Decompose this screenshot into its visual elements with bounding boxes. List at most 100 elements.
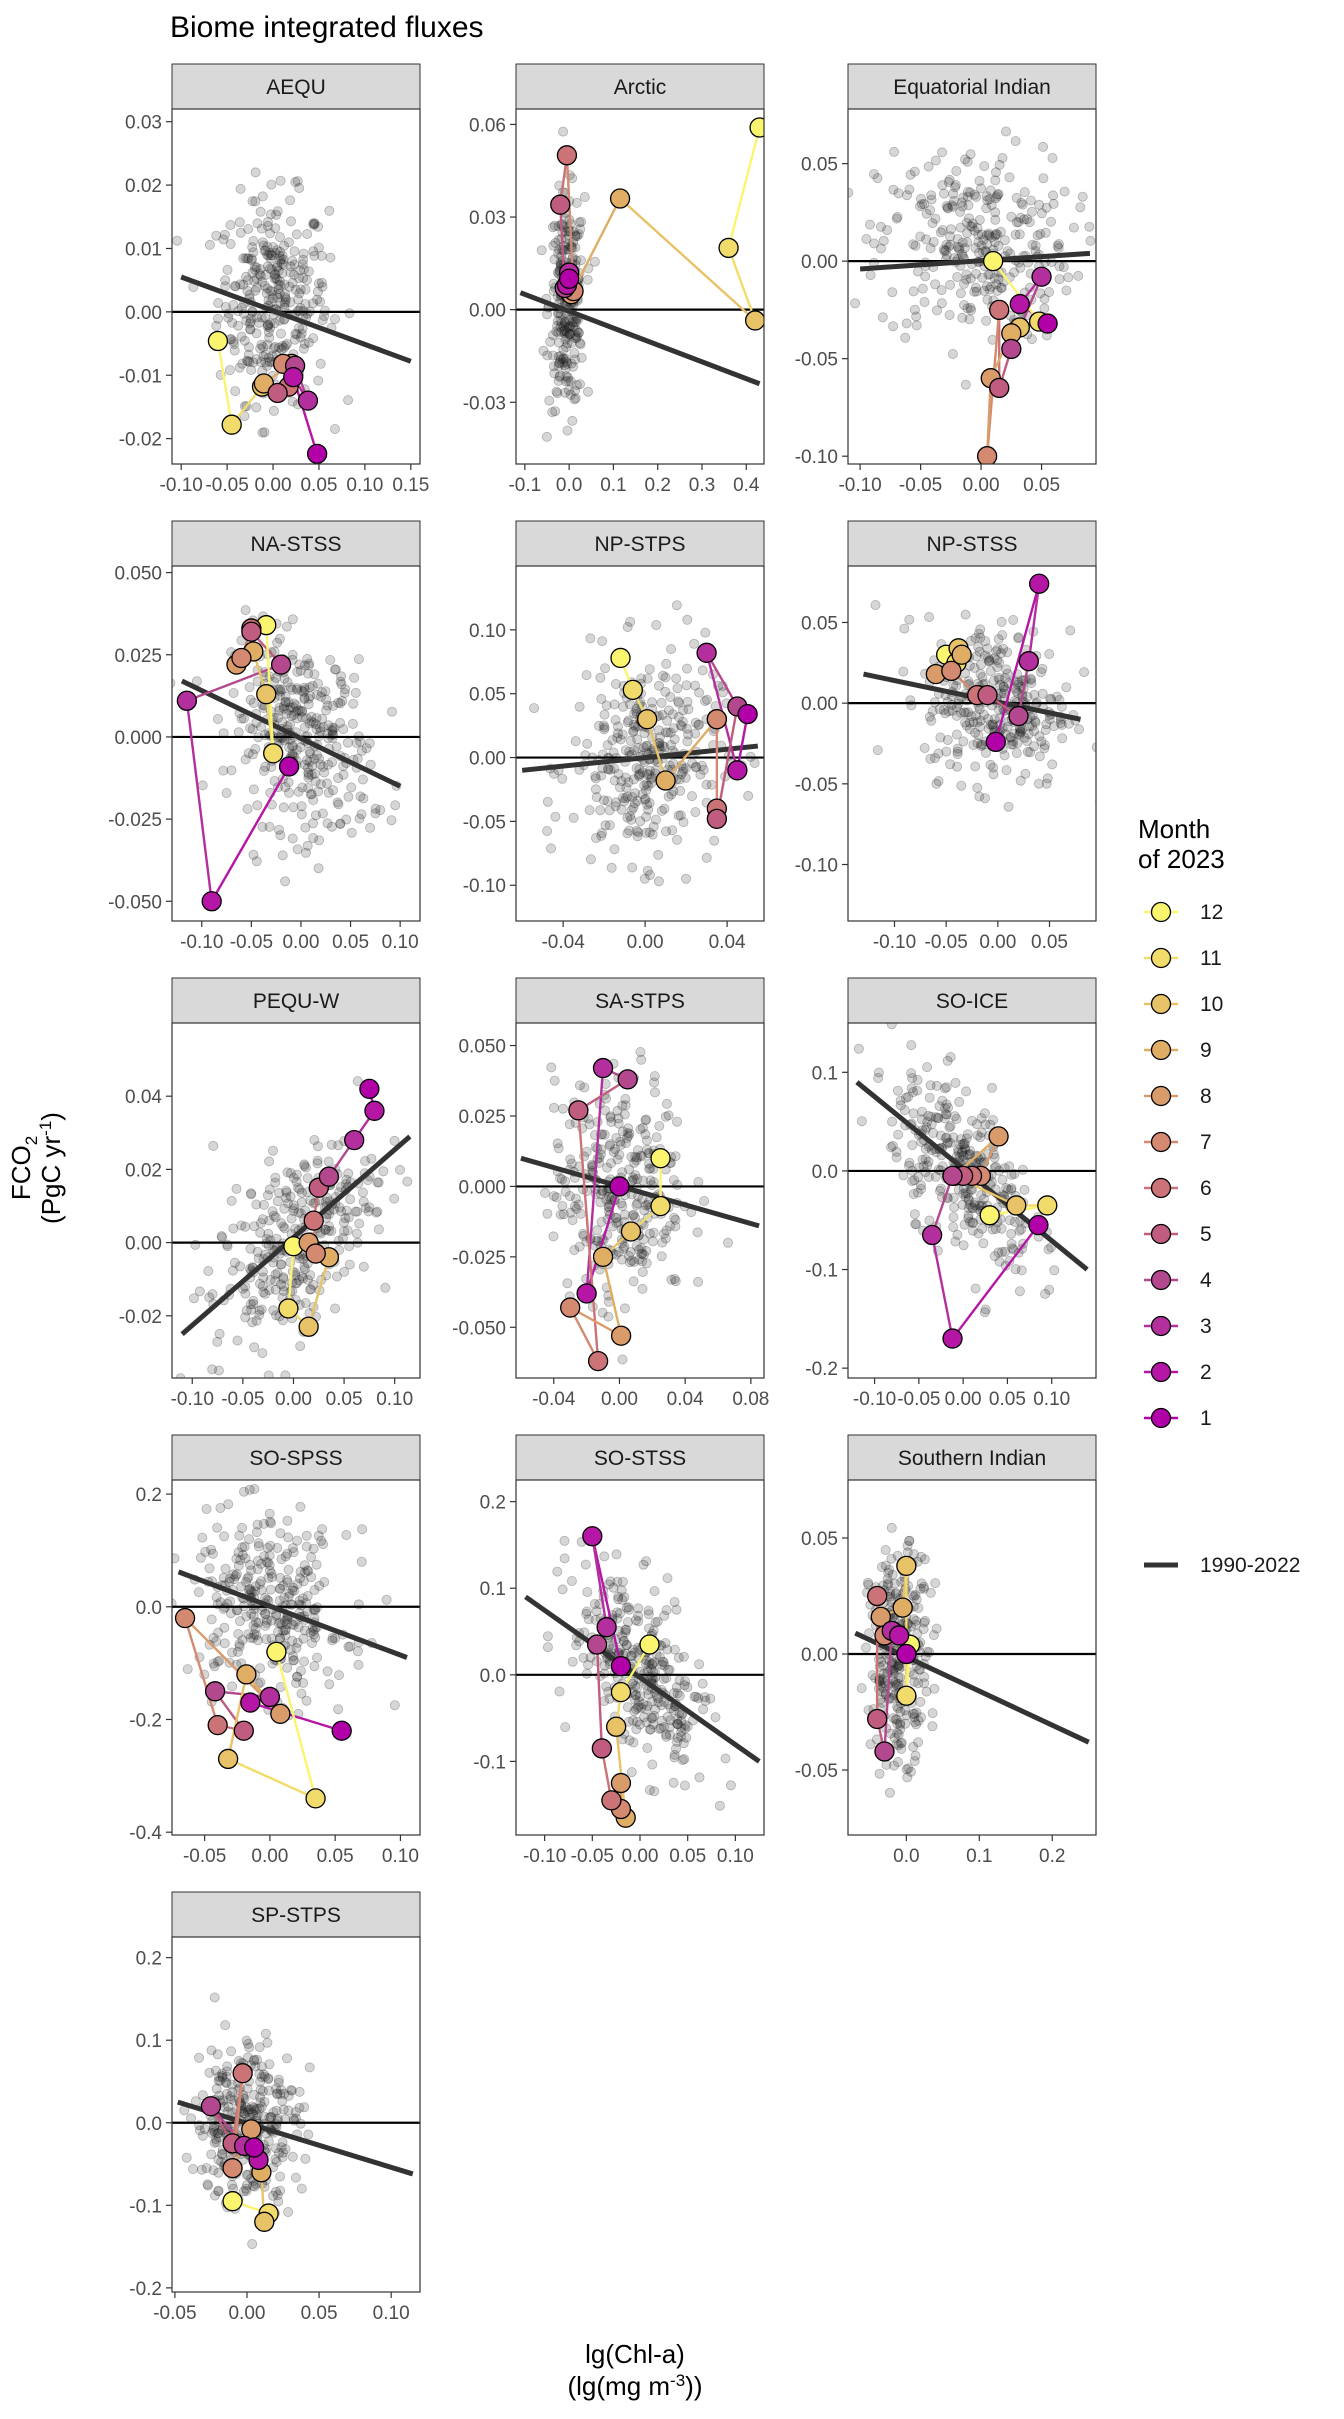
month-2-point bbox=[727, 760, 748, 781]
historical-point bbox=[259, 1609, 270, 1620]
historical-point bbox=[650, 814, 661, 825]
historical-point bbox=[978, 234, 989, 245]
panel-strip-label: Arctic bbox=[614, 76, 667, 99]
historical-point bbox=[219, 1531, 230, 1542]
historical-point bbox=[262, 319, 273, 330]
historical-point bbox=[207, 1548, 218, 1559]
historical-point bbox=[299, 338, 310, 349]
historical-point bbox=[644, 1785, 655, 1796]
historical-point bbox=[553, 360, 564, 371]
historical-point bbox=[293, 294, 304, 305]
historical-point bbox=[272, 1627, 283, 1638]
historical-point bbox=[980, 1304, 991, 1315]
historical-point bbox=[258, 1287, 269, 1298]
x-tick-label: 0.1 bbox=[966, 1846, 992, 1867]
historical-point bbox=[618, 1243, 629, 1254]
month-8-point bbox=[988, 1126, 1009, 1147]
historical-point bbox=[208, 1658, 219, 1669]
historical-point bbox=[947, 200, 958, 211]
historical-point bbox=[889, 1578, 900, 1589]
historical-point bbox=[930, 1171, 941, 1182]
historical-point bbox=[959, 707, 970, 718]
historical-point bbox=[636, 1054, 647, 1065]
historical-point bbox=[908, 1741, 919, 1752]
historical-point bbox=[264, 821, 275, 832]
historical-point bbox=[1041, 202, 1052, 213]
historical-point bbox=[620, 745, 631, 756]
panel-border bbox=[171, 1936, 421, 2293]
historical-point bbox=[919, 1671, 930, 1682]
x-tick-label: 0.04 bbox=[709, 932, 746, 953]
historical-point bbox=[558, 357, 569, 368]
historical-point bbox=[270, 1276, 281, 1287]
historical-point bbox=[971, 651, 982, 662]
historical-point bbox=[605, 1112, 616, 1123]
historical-point bbox=[1008, 615, 1019, 626]
historical-point bbox=[314, 835, 325, 846]
historical-point bbox=[983, 723, 994, 734]
historical-point bbox=[278, 342, 289, 353]
legend-item-month-9: 9 bbox=[1144, 1039, 1212, 1062]
historical-point bbox=[295, 742, 306, 753]
historical-point bbox=[1014, 229, 1025, 240]
historical-point bbox=[264, 228, 275, 239]
historical-point bbox=[335, 818, 346, 829]
historical-point bbox=[278, 802, 289, 813]
historical-point bbox=[262, 216, 273, 227]
historical-point bbox=[957, 1155, 968, 1166]
historical-point bbox=[210, 2133, 221, 2144]
historical-point bbox=[942, 1055, 953, 1066]
month-10-point bbox=[256, 684, 277, 705]
historical-point bbox=[278, 1272, 289, 1283]
historical-point bbox=[345, 1641, 356, 1652]
historical-point bbox=[268, 242, 279, 253]
historical-point bbox=[965, 1149, 976, 1160]
historical-point bbox=[327, 722, 338, 733]
historical-point bbox=[214, 2090, 225, 2101]
historical-point bbox=[637, 1122, 648, 1133]
historical-point bbox=[356, 745, 367, 756]
historical-point bbox=[943, 203, 954, 214]
historical-point bbox=[217, 2068, 228, 2079]
historical-point bbox=[672, 834, 683, 845]
historical-point bbox=[665, 1729, 676, 1740]
month-5-point bbox=[267, 382, 288, 404]
historical-point bbox=[930, 753, 941, 764]
historical-point bbox=[640, 794, 651, 805]
x-axis-unit-pre: (lg(mg m bbox=[567, 2371, 670, 2401]
historical-point bbox=[320, 1224, 331, 1235]
historical-point bbox=[661, 1729, 672, 1740]
historical-point bbox=[585, 633, 596, 644]
historical-point bbox=[649, 1586, 660, 1597]
historical-point bbox=[941, 1082, 952, 1093]
historical-point bbox=[628, 725, 639, 736]
x-tick-label: -0.05 bbox=[899, 475, 942, 496]
historical-point bbox=[1016, 197, 1027, 208]
historical-point bbox=[951, 729, 962, 740]
x-tick-label: -0.05 bbox=[153, 2303, 196, 2324]
monthly-path-segment bbox=[931, 1175, 954, 1236]
historical-point bbox=[274, 705, 285, 716]
historical-point bbox=[228, 336, 239, 347]
historical-point bbox=[298, 1656, 309, 1667]
historical-point bbox=[1024, 217, 1035, 228]
historical-point bbox=[291, 1176, 302, 1187]
historical-point bbox=[916, 1712, 927, 1723]
historical-point bbox=[1030, 717, 1041, 728]
historical-point bbox=[867, 1670, 878, 1681]
historical-point bbox=[206, 1614, 217, 1625]
historical-point bbox=[220, 2077, 231, 2088]
historical-point bbox=[292, 713, 303, 724]
historical-point bbox=[653, 1693, 664, 1704]
historical-point bbox=[1040, 1288, 1051, 1299]
historical-point bbox=[973, 1228, 984, 1239]
historical-point bbox=[1013, 217, 1024, 228]
historical-point bbox=[669, 1749, 680, 1760]
historical-point bbox=[1014, 729, 1025, 740]
historical-point bbox=[641, 1258, 652, 1269]
historical-point bbox=[264, 1508, 275, 1519]
panel-strip-label: NA-STSS bbox=[250, 533, 341, 556]
historical-point bbox=[232, 1335, 243, 1346]
historical-point bbox=[709, 835, 720, 846]
historical-point bbox=[317, 808, 328, 819]
